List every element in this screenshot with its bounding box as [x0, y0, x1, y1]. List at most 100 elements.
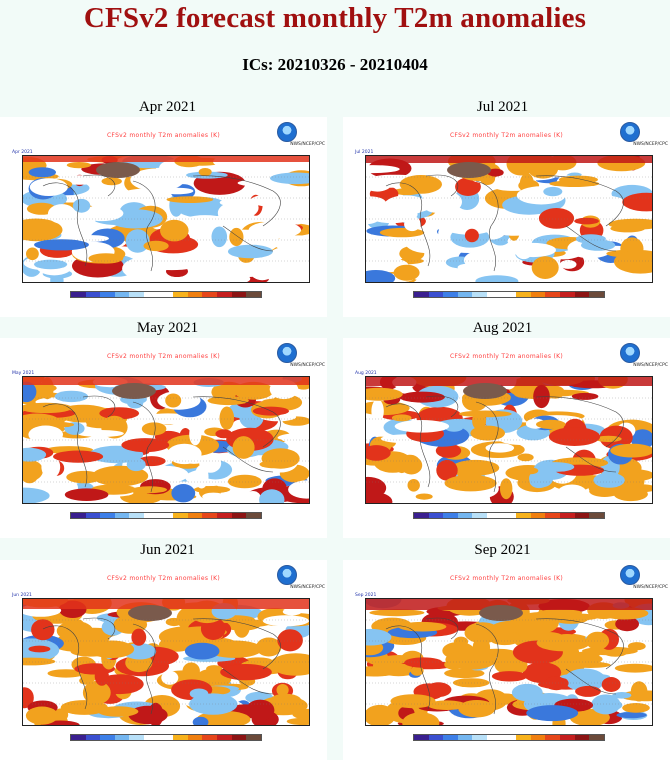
map-figure[interactable]: CFSv2 monthly T2m anomalies (K) NWS/NCEP…: [0, 560, 327, 760]
color-scale-swatch: [516, 513, 531, 518]
color-scale-swatch: [114, 735, 130, 740]
panel-label: Apr 2021: [138, 99, 197, 115]
color-scale-swatch: [487, 513, 502, 518]
agency-label: NWS/NCEP/CPC: [633, 363, 668, 368]
color-scale-swatch: [545, 735, 561, 740]
anomaly-field: [366, 599, 652, 725]
noaa-logo-icon: [620, 122, 640, 142]
color-scale-swatch: [173, 513, 188, 518]
anomaly-map: [365, 376, 653, 504]
map-figure[interactable]: CFSv2 monthly T2m anomalies (K) NWS/NCEP…: [0, 338, 327, 538]
color-scale-bar: [70, 291, 262, 298]
color-scale-swatch: [414, 292, 429, 297]
color-scale-swatch: [530, 513, 546, 518]
month-tag: Sep 2021: [355, 593, 377, 598]
page-title: CFSv2 forecast monthly T2m anomalies: [83, 2, 587, 34]
color-scale-swatch: [71, 292, 86, 297]
agency-label: NWS/NCEP/CPC: [290, 363, 325, 368]
color-scale-swatch: [158, 292, 174, 297]
color-scale-swatch: [574, 513, 590, 518]
color-scale-swatch: [472, 735, 488, 740]
color-scale-swatch: [217, 513, 232, 518]
map-figure[interactable]: CFSv2 monthly T2m anomalies (K) NWS/NCEP…: [343, 117, 670, 317]
color-scale-swatch: [246, 292, 261, 297]
noaa-logo-icon: [277, 122, 297, 142]
color-scale-swatch: [85, 513, 101, 518]
color-scale-swatch: [443, 513, 458, 518]
map-figure[interactable]: CFSv2 monthly T2m anomalies (K) NWS/NCEP…: [0, 117, 327, 317]
anomaly-map: [365, 598, 653, 726]
color-scale-swatch: [560, 292, 575, 297]
color-scale-swatch: [545, 513, 561, 518]
color-scale-swatch: [472, 513, 488, 518]
anomaly-map: [22, 155, 310, 283]
color-scale-swatch: [443, 292, 458, 297]
agency-label: NWS/NCEP/CPC: [633, 142, 668, 147]
color-scale-swatch: [114, 513, 130, 518]
color-scale-swatch: [516, 735, 531, 740]
color-scale-swatch: [428, 735, 444, 740]
color-scale-swatch: [443, 735, 458, 740]
panel-label: Jul 2021: [476, 99, 529, 115]
color-scale-swatch: [85, 735, 101, 740]
color-scale-swatch: [457, 513, 473, 518]
color-scale-swatch: [158, 735, 174, 740]
color-scale-swatch: [71, 513, 86, 518]
color-scale-swatch: [530, 735, 546, 740]
month-tag: Apr 2021: [12, 150, 33, 155]
color-scale-swatch: [129, 735, 145, 740]
panel-label: May 2021: [136, 320, 199, 336]
color-scale-swatch: [560, 735, 575, 740]
map-title: CFSv2 monthly T2m anomalies (K): [106, 353, 221, 360]
panel-label: Aug 2021: [472, 320, 533, 336]
map-figure[interactable]: CFSv2 monthly T2m anomalies (K) NWS/NCEP…: [343, 560, 670, 760]
noaa-logo-icon: [277, 343, 297, 363]
color-scale-swatch: [202, 513, 218, 518]
noaa-logo-icon: [620, 343, 640, 363]
panel-label: Sep 2021: [474, 542, 531, 558]
color-scale-swatch: [472, 292, 488, 297]
color-scale-swatch: [158, 513, 174, 518]
color-scale-swatch: [457, 292, 473, 297]
color-scale-swatch: [246, 513, 261, 518]
color-scale-swatch: [560, 513, 575, 518]
color-scale-swatch: [100, 513, 115, 518]
color-scale-swatch: [173, 292, 188, 297]
agency-label: NWS/NCEP/CPC: [633, 585, 668, 590]
color-scale-swatch: [100, 735, 115, 740]
color-scale-swatch: [231, 513, 247, 518]
color-scale-swatch: [71, 735, 86, 740]
color-scale-swatch: [217, 735, 232, 740]
color-scale-swatch: [217, 292, 232, 297]
color-scale-swatch: [589, 292, 604, 297]
color-scale-swatch: [173, 735, 188, 740]
color-scale-swatch: [202, 292, 218, 297]
map-title: CFSv2 monthly T2m anomalies (K): [106, 575, 221, 582]
color-scale-swatch: [100, 292, 115, 297]
panel-label: Jun 2021: [140, 542, 195, 558]
color-scale-bar: [70, 734, 262, 741]
color-scale-bar: [413, 734, 605, 741]
page-subtitle: ICs: 20210326 - 20210404: [242, 55, 428, 74]
color-scale-swatch: [187, 735, 203, 740]
color-scale-swatch: [501, 513, 517, 518]
map-title: CFSv2 monthly T2m anomalies (K): [449, 353, 564, 360]
map-figure[interactable]: CFSv2 monthly T2m anomalies (K) NWS/NCEP…: [343, 338, 670, 538]
agency-label: NWS/NCEP/CPC: [290, 142, 325, 147]
color-scale-swatch: [501, 292, 517, 297]
color-scale-swatch: [574, 292, 590, 297]
anomaly-field: [23, 377, 309, 503]
color-scale-swatch: [574, 735, 590, 740]
anomaly-field: [366, 377, 652, 503]
color-scale-swatch: [414, 735, 429, 740]
color-scale-swatch: [501, 735, 517, 740]
noaa-logo-icon: [620, 565, 640, 585]
color-scale-swatch: [202, 735, 218, 740]
color-scale-bar: [413, 512, 605, 519]
color-scale-swatch: [487, 735, 502, 740]
agency-label: NWS/NCEP/CPC: [290, 585, 325, 590]
color-scale-swatch: [187, 513, 203, 518]
month-tag: May 2021: [12, 371, 35, 376]
anomaly-field: [366, 156, 652, 282]
